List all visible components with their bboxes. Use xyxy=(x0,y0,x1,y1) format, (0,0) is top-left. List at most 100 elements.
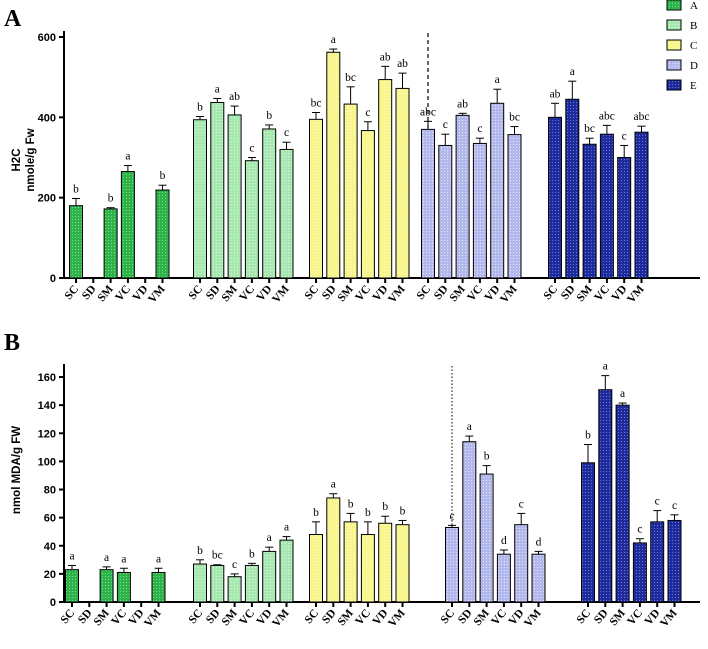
bar-e-vd xyxy=(617,157,632,279)
category-label: SD xyxy=(592,607,611,626)
significance-letter: b xyxy=(249,548,255,560)
significance-letter: bc xyxy=(584,123,595,135)
significance-letter: ab xyxy=(550,88,561,100)
bar-c-vm xyxy=(395,524,410,603)
significance-letter: b xyxy=(382,501,388,513)
category-label: SD xyxy=(456,607,475,626)
bar-b-vd xyxy=(262,550,277,603)
significance-letter: b xyxy=(484,451,490,463)
significance-letter: c xyxy=(249,143,254,155)
bar-c-sd xyxy=(326,497,341,603)
category-label: VD xyxy=(371,283,391,303)
category-label: SM xyxy=(575,283,595,304)
bar-e-vc xyxy=(632,542,647,603)
category-label: VD xyxy=(483,283,503,303)
category-label: VM xyxy=(270,283,292,306)
significance-letter: a xyxy=(620,388,625,400)
significance-letter: a xyxy=(467,421,472,433)
bar-e-sm xyxy=(615,404,630,603)
significance-letter: bc xyxy=(311,98,322,110)
category-label: SC xyxy=(303,283,322,302)
bar-b-vc xyxy=(244,160,259,279)
panel-a-ylabel-line2: nmole/g Fw xyxy=(25,128,37,191)
category-label: VC xyxy=(353,283,373,303)
panel-a-bars xyxy=(69,48,649,279)
category-label: SM xyxy=(448,283,468,304)
y-tick-label: 100 xyxy=(38,456,56,468)
panel-b-ylabel: nmol MDA/g FW xyxy=(11,426,23,514)
bar-c-sm xyxy=(343,103,358,279)
significance-letter: a xyxy=(156,553,161,565)
significance-letter: b xyxy=(348,498,354,510)
bar-e-sd xyxy=(598,389,613,603)
category-label: SM xyxy=(336,283,356,304)
bar-e-vc xyxy=(599,133,614,279)
legend-label-a: A xyxy=(690,0,698,12)
significance-letter: b xyxy=(585,430,591,442)
significance-letter: c xyxy=(637,524,642,536)
significance-letter: c xyxy=(622,130,627,142)
legend-label-c: C xyxy=(690,40,697,52)
bar-d-vd xyxy=(514,524,529,603)
category-label: SD xyxy=(80,283,99,302)
significance-letter: b xyxy=(108,193,114,205)
bar-d-vc xyxy=(496,553,511,603)
bar-d-vm xyxy=(507,134,522,279)
panel-b-label: B xyxy=(4,330,20,356)
category-label: SM xyxy=(336,607,356,628)
category-label: VD xyxy=(610,283,630,303)
bar-a-sm xyxy=(99,569,114,603)
bar-a-vc xyxy=(116,571,131,603)
category-label: SM xyxy=(608,607,628,628)
category-label: SM xyxy=(220,607,240,628)
significance-letter: bc xyxy=(509,112,520,124)
y-tick-label: 200 xyxy=(38,193,56,205)
category-label: VD xyxy=(371,607,391,627)
y-tick-label: 0 xyxy=(50,273,56,285)
significance-letter: c xyxy=(443,119,448,131)
legend-swatch-b xyxy=(666,19,682,31)
legend-swatch-a xyxy=(666,0,682,11)
category-label: VD xyxy=(255,283,275,303)
significance-letter: b xyxy=(313,507,319,519)
significance-letter: b xyxy=(160,170,166,182)
bar-c-vc xyxy=(360,534,375,603)
y-tick-label: 20 xyxy=(44,569,56,581)
bar-d-sc xyxy=(445,526,459,603)
category-label: SC xyxy=(542,283,561,302)
category-label: SM xyxy=(220,283,240,304)
bar-e-sc xyxy=(581,462,595,603)
bar-c-vd xyxy=(378,79,393,279)
bar-a-vm xyxy=(151,571,166,603)
category-label: SC xyxy=(187,283,206,302)
bar-b-vc xyxy=(244,564,259,603)
category-label: SD xyxy=(432,283,451,302)
bar-c-vc xyxy=(360,130,375,279)
y-tick-label: 160 xyxy=(38,372,56,384)
category-label: VD xyxy=(507,607,527,627)
bar-d-sm xyxy=(455,114,470,279)
significance-letter: c xyxy=(449,510,454,522)
significance-letter: abc xyxy=(420,106,436,118)
significance-letter: b xyxy=(400,505,406,517)
bar-e-sm xyxy=(582,143,597,279)
bar-b-sd xyxy=(210,564,225,603)
category-label: VM xyxy=(386,607,408,630)
y-tick-label: 140 xyxy=(38,400,56,412)
bar-d-sm xyxy=(479,473,494,603)
category-label: SD xyxy=(320,283,339,302)
panel-a-label: A xyxy=(4,6,22,32)
category-label: SD xyxy=(204,283,223,302)
significance-letter: a xyxy=(69,550,74,562)
legend-swatch-d xyxy=(666,59,682,71)
significance-letter: abc xyxy=(599,110,615,122)
significance-letter: a xyxy=(121,553,126,565)
category-label: VM xyxy=(625,283,647,306)
category-label: SD xyxy=(76,607,95,626)
category-label: VC xyxy=(237,283,257,303)
bar-b-sc xyxy=(193,119,207,279)
bar-b-sc xyxy=(193,563,207,603)
legend-label-d: D xyxy=(690,60,698,72)
significance-letter: a xyxy=(125,151,130,163)
category-label: VD xyxy=(255,607,275,627)
